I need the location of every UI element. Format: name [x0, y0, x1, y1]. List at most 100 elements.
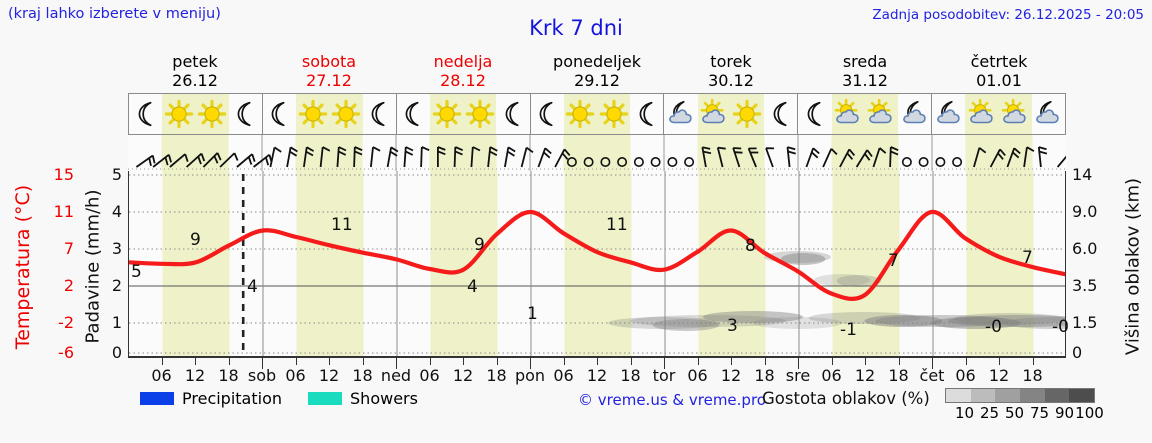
- cloud-density-tick-label: 75: [1029, 404, 1050, 422]
- sun-icon: [298, 99, 328, 129]
- x-axis-tick: [161, 358, 163, 365]
- day-header-3: nedelja 28.12: [396, 52, 530, 92]
- x-axis-tick-label: 12: [854, 366, 876, 385]
- temperature-axis-title-text: Temperatura (°C): [12, 184, 34, 350]
- weather-icon-slot: [531, 94, 564, 134]
- last-update-text: Zadnja posodobitev: 26.12.2025 - 20:05: [872, 7, 1144, 23]
- temperature-tick-label: 11: [53, 202, 74, 221]
- weather-icon-slot: [429, 94, 464, 134]
- day-header-4: ponedeljek 29.12: [530, 52, 664, 92]
- showers-legend-label: Showers: [350, 388, 418, 408]
- day-header-row: petek 26.12 sobota 27.12 nedelja 28.12 ponedel…: [128, 52, 1066, 92]
- sun-icon: [432, 99, 462, 129]
- temperature-tick-label: 2: [63, 276, 74, 295]
- x-axis-tick: [664, 358, 665, 369]
- x-axis-tick: [228, 358, 230, 365]
- temperature-tick-label: -6: [58, 343, 74, 362]
- x-axis-tick-label: 18: [754, 366, 775, 385]
- sun-icon: [465, 99, 495, 129]
- x-axis-tick: [898, 358, 900, 365]
- location-menu-note[interactable]: (kraj lahko izberete v meniju): [8, 6, 221, 22]
- moon-cloud-icon: [666, 99, 696, 129]
- day-header-1: petek 26.12: [128, 52, 262, 92]
- cloud-density-step: [1044, 389, 1070, 402]
- x-axis-tick-label: 12: [720, 366, 742, 385]
- sun-cloud-icon: [1000, 99, 1030, 129]
- moon-icon: [264, 99, 294, 129]
- day-name: sobota: [301, 52, 357, 71]
- x-axis-tick: [362, 358, 364, 365]
- page-title: Krk 7 dni: [529, 16, 623, 40]
- moon-cloud-icon: [1033, 99, 1063, 129]
- legend-item-showers: Showers: [308, 389, 418, 408]
- x-axis-tick: [965, 358, 967, 365]
- cloud-density-tick-label: 10: [954, 404, 975, 422]
- day-header-5: torek 30.12: [664, 52, 798, 92]
- chart-plot-area: [128, 171, 1066, 357]
- x-axis-tick-label: 12: [988, 366, 1010, 385]
- weather-icon-slot: [664, 94, 697, 134]
- x-axis-tick-label: 12: [586, 366, 608, 385]
- temperature-point-label: 7: [1022, 248, 1033, 268]
- weather-icon-slot: [229, 94, 262, 134]
- x-axis-tick: [262, 358, 263, 369]
- day-date: 28.12: [440, 71, 486, 90]
- copyright-link[interactable]: © vreme.us & vreme.pro: [578, 391, 766, 409]
- weather-icon-slot: [965, 94, 999, 134]
- precipitation-axis-title: Padavine (mm/h): [78, 168, 108, 364]
- cloud-height-tick-label: 9.0: [1072, 202, 1098, 221]
- day-name: četrtek: [970, 52, 1028, 71]
- weather-icon-slot: [563, 94, 598, 134]
- day-date: 27.12: [306, 71, 352, 90]
- cloud-density-tick-label: 50: [1004, 404, 1025, 422]
- temperature-point-label: 9: [190, 230, 201, 250]
- x-axis-tick-label: sre: [785, 366, 811, 385]
- precipitation-tick-label: 2: [111, 276, 122, 295]
- cloud-height-tick-label: 1.5: [1072, 313, 1098, 332]
- x-axis-tick-label: 18: [352, 366, 373, 385]
- weather-icon-slot: [162, 94, 196, 134]
- x-axis-tick-label: 12: [184, 366, 206, 385]
- weather-icon-slot: [864, 94, 898, 134]
- x-axis-tick: [563, 358, 565, 365]
- temperature-curve: [129, 209, 1065, 301]
- cloud-density-tick-label: 100: [1075, 404, 1104, 422]
- x-axis-tick: [630, 358, 632, 365]
- day-name: petek: [172, 52, 218, 71]
- icon-day-3: [397, 94, 531, 134]
- weather-icon-slot: [496, 94, 529, 134]
- x-axis-tick-label: 18: [1022, 366, 1043, 385]
- weather-icon-slot: [998, 94, 1032, 134]
- x-axis-tick: [329, 358, 330, 365]
- temperature-point-label: -0: [1052, 317, 1069, 337]
- weather-icon-slot: [831, 94, 865, 134]
- precipitation-tick-label: 0: [111, 343, 122, 362]
- weather-icon-slot: [263, 94, 296, 134]
- sun-cloud-icon: [833, 99, 863, 129]
- cloud-height-tick-label: 0: [1072, 343, 1083, 362]
- day-header-7: četrtek 01.01: [932, 52, 1066, 92]
- x-axis-tick: [396, 358, 397, 369]
- temperature-tick-label: 7: [63, 239, 74, 258]
- x-axis-tick: [295, 358, 297, 365]
- cloud-density-tick-labels: 10 25 50 75 90 100: [938, 404, 1106, 422]
- x-axis-tick: [932, 358, 933, 369]
- day-header-6: sreda 31.12: [798, 52, 932, 92]
- icon-day-4: [531, 94, 665, 134]
- x-axis-tick-label: 06: [285, 366, 306, 385]
- cloud-density-tick-label: 90: [1054, 404, 1075, 422]
- sun-cloud-icon: [699, 99, 729, 129]
- weather-icon-slot: [397, 94, 430, 134]
- temperature-point-label: 1: [527, 304, 538, 324]
- temperature-point-label: 11: [606, 215, 628, 235]
- precipitation-tick-label: 3: [111, 239, 122, 258]
- moon-icon: [632, 99, 662, 129]
- x-axis-tick-label: 18: [218, 366, 239, 385]
- x-axis-tick: [597, 358, 598, 365]
- sun-icon: [331, 99, 361, 129]
- day-date: 31.12: [842, 71, 888, 90]
- precipitation-legend-label: Precipitation: [182, 388, 283, 408]
- temperature-tick-label: -2: [58, 313, 74, 332]
- weather-icon-strip: [128, 93, 1066, 135]
- x-axis-tick: [496, 358, 498, 365]
